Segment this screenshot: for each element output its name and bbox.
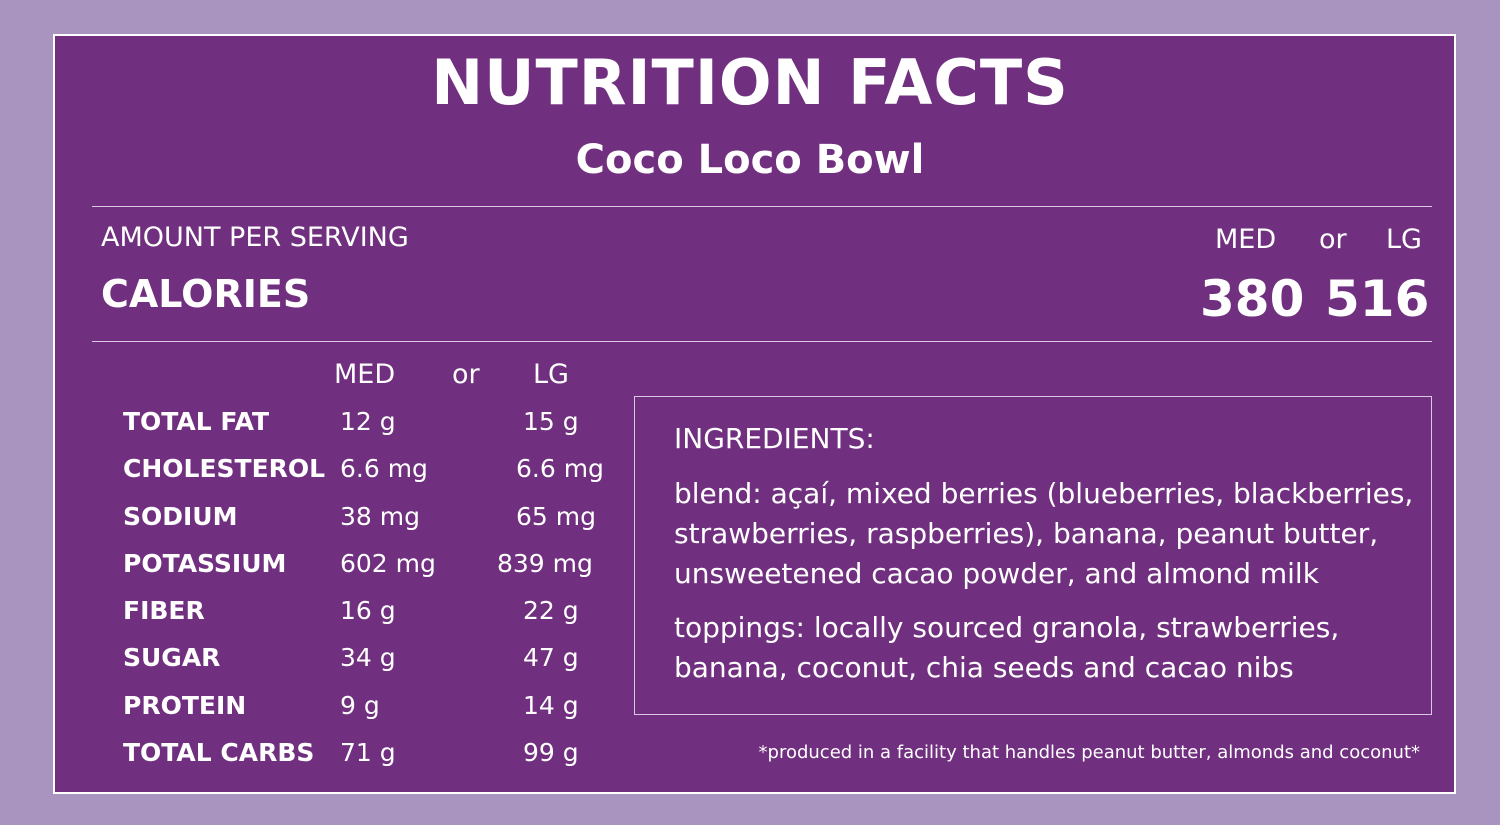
- nutrient-med-total-fat: 12 g: [340, 407, 396, 436]
- allergen-footnote: *produced in a facility that handles pea…: [758, 742, 1420, 763]
- ingredients-heading: INGREDIENTS:: [674, 422, 875, 455]
- nutrient-name-cholesterol: CHOLESTEROL: [123, 454, 326, 483]
- nutrient-lg-cholesterol: 6.6 mg: [516, 454, 604, 483]
- amount-per-serving-label: AMOUNT PER SERVING: [101, 222, 409, 253]
- nutrient-name-sugar: SUGAR: [123, 643, 221, 672]
- nutrient-med-fiber: 16 g: [340, 596, 396, 625]
- ingredients-box: INGREDIENTS: blend: açaí, mixed berries …: [634, 396, 1432, 715]
- nutrient-lg-potassium: 839 mg: [497, 549, 593, 578]
- page-title: NUTRITION FACTS: [431, 46, 1069, 119]
- calories-med-header: MED: [1215, 224, 1277, 255]
- nutrient-med-sugar: 34 g: [340, 643, 396, 672]
- nutrient-med-protein: 9 g: [340, 691, 380, 720]
- nutrient-med-cholesterol: 6.6 mg: [340, 454, 428, 483]
- nutrient-name-total-fat: TOTAL FAT: [123, 407, 270, 436]
- nutrient-lg-protein: 14 g: [523, 691, 579, 720]
- nutrients-or-header: or: [452, 359, 480, 390]
- nutrient-name-total-carbs: TOTAL CARBS: [123, 738, 315, 767]
- nutrition-panel: [53, 34, 1456, 794]
- nutrient-name-potassium: POTASSIUM: [123, 549, 287, 578]
- calories-lg-value: 516: [1325, 270, 1430, 328]
- nutrient-name-fiber: FIBER: [123, 596, 205, 625]
- nutrient-lg-sodium: 65 mg: [516, 502, 596, 531]
- middle-divider: [92, 341, 1432, 342]
- nutrient-lg-sugar: 47 g: [523, 643, 579, 672]
- nutrient-med-total-carbs: 71 g: [340, 738, 396, 767]
- calories-or-header: or: [1319, 224, 1347, 255]
- nutrient-lg-fiber: 22 g: [523, 596, 579, 625]
- nutrient-med-sodium: 38 mg: [340, 502, 420, 531]
- nutrient-name-protein: PROTEIN: [123, 691, 247, 720]
- ingredients-toppings: toppings: locally sourced granola, straw…: [674, 611, 1340, 684]
- nutrient-lg-total-fat: 15 g: [523, 407, 579, 436]
- calories-label: CALORIES: [101, 272, 311, 316]
- product-name: Coco Loco Bowl: [575, 137, 925, 183]
- nutrient-med-potassium: 602 mg: [340, 549, 436, 578]
- top-divider: [92, 206, 1432, 207]
- nutrients-lg-header: LG: [533, 359, 569, 390]
- calories-lg-header: LG: [1386, 224, 1422, 255]
- calories-med-value: 380: [1200, 270, 1305, 328]
- nutrients-med-header: MED: [334, 359, 396, 390]
- nutrient-name-sodium: SODIUM: [123, 502, 238, 531]
- ingredients-blend: blend: açaí, mixed berries (blueberries,…: [674, 477, 1414, 590]
- nutrient-lg-total-carbs: 99 g: [523, 738, 579, 767]
